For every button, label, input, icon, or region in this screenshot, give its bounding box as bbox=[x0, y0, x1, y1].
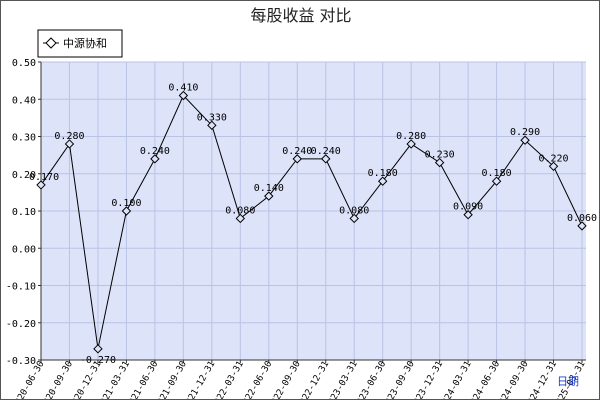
data-label: 0.100 bbox=[111, 198, 141, 209]
data-point-marker bbox=[491, 176, 502, 186]
data-label: 0.180 bbox=[368, 168, 398, 179]
data-point-marker bbox=[406, 139, 416, 149]
x-axis-unit-label: 日期 bbox=[557, 375, 579, 388]
data-point-marker bbox=[548, 161, 559, 172]
data-label: 0.170 bbox=[29, 172, 59, 183]
data-point-marker bbox=[434, 157, 445, 168]
series-line bbox=[40, 94, 583, 349]
data-label: 0.230 bbox=[425, 150, 455, 161]
y-tick-label: 0.40 bbox=[12, 95, 36, 106]
data-point-marker bbox=[321, 154, 331, 164]
data-point-marker bbox=[150, 154, 160, 164]
legend-diamond-icon bbox=[45, 37, 57, 49]
data-label: 0.180 bbox=[482, 168, 512, 179]
data-label: 0.410 bbox=[168, 83, 198, 94]
data-point-marker bbox=[207, 120, 217, 131]
data-point-marker bbox=[178, 90, 189, 101]
data-label: 0.060 bbox=[567, 213, 597, 224]
data-label: 0.090 bbox=[453, 202, 483, 213]
y-tick-label: -0.10 bbox=[6, 282, 36, 293]
data-point-marker bbox=[292, 154, 302, 164]
data-point-marker bbox=[264, 191, 274, 201]
data-label: 0.330 bbox=[197, 112, 227, 123]
data-label: 0.080 bbox=[339, 205, 369, 216]
y-tick-label: 0.30 bbox=[12, 133, 36, 144]
data-label: 0.280 bbox=[54, 131, 84, 142]
data-point-marker bbox=[349, 213, 359, 224]
data-label: 0.280 bbox=[396, 131, 426, 142]
legend-label: 中源协和 bbox=[63, 36, 107, 50]
chart-title: 每股收益 对比 bbox=[250, 6, 351, 25]
data-label: 0.140 bbox=[254, 183, 284, 194]
y-tick-label: 0.00 bbox=[12, 244, 36, 255]
y-tick-label: 0.10 bbox=[12, 207, 36, 218]
data-label: -0.270 bbox=[80, 355, 116, 366]
y-tick-label: -0.30 bbox=[6, 356, 36, 367]
y-tick-label: 0.20 bbox=[12, 170, 36, 181]
data-point-marker bbox=[520, 135, 530, 145]
data-point-marker bbox=[463, 210, 473, 220]
y-tick-label: -0.20 bbox=[6, 319, 36, 330]
data-point-marker bbox=[64, 139, 75, 149]
data-label: 0.240 bbox=[140, 146, 170, 157]
data-label: 0.220 bbox=[538, 153, 568, 164]
data-point-marker bbox=[235, 213, 246, 224]
data-label: 0.080 bbox=[225, 205, 255, 216]
y-tick-label: 0.50 bbox=[12, 58, 36, 69]
data-label: 0.290 bbox=[510, 127, 540, 138]
data-point-marker bbox=[121, 206, 132, 216]
data-point-marker bbox=[93, 344, 103, 354]
data-point-marker bbox=[377, 176, 388, 186]
data-label: 0.240 bbox=[311, 146, 341, 157]
legend: 中源协和 bbox=[37, 29, 123, 58]
data-label: 0.240 bbox=[282, 146, 312, 157]
data-point-marker bbox=[36, 180, 46, 190]
series-group: 0.170 0.280 -0.270 0.100 0.240 0.410 0.330 0.08… bbox=[29, 83, 597, 366]
data-point-marker bbox=[577, 221, 587, 231]
y-axis-ticks: 0.50 0.40 0.30 0.20 0.10 0.00 -0.10 -0.20 -0.30 bbox=[6, 58, 41, 367]
